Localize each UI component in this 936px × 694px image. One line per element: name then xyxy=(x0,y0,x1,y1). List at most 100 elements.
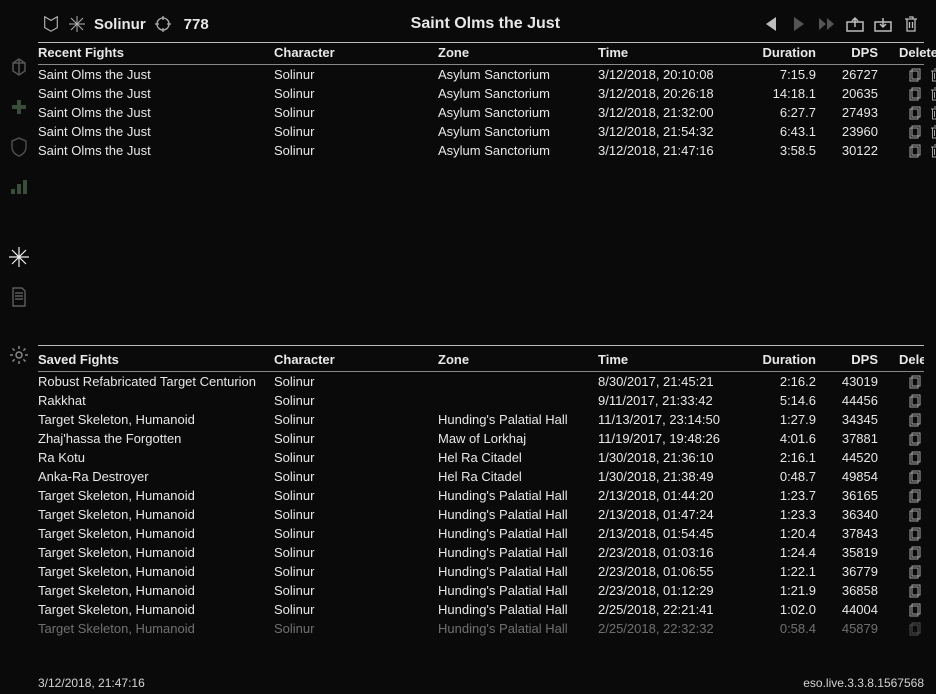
cell-time: 1/30/2018, 21:38:49 xyxy=(598,469,758,484)
note-icon[interactable] xyxy=(8,286,30,308)
table-row[interactable]: Target Skeleton, Humanoid Solinur Hundin… xyxy=(38,410,924,429)
copy-icon[interactable] xyxy=(908,394,922,408)
table-row[interactable]: Zhaj'hassa the Forgotten Solinur Maw of … xyxy=(38,429,924,448)
delete-icon[interactable] xyxy=(928,68,936,82)
copy-icon[interactable] xyxy=(908,508,922,522)
footer: 3/12/2018, 21:47:16 eso.live.3.3.8.15675… xyxy=(38,676,924,690)
table-row[interactable]: Target Skeleton, Humanoid Solinur Hundin… xyxy=(38,486,924,505)
table-row[interactable]: Saint Olms the Just Solinur Asylum Sanct… xyxy=(38,103,924,122)
prev-icon[interactable] xyxy=(762,15,780,33)
cell-name: Target Skeleton, Humanoid xyxy=(38,621,274,636)
copy-icon[interactable] xyxy=(908,144,922,158)
download-icon[interactable] xyxy=(874,15,892,33)
cell-dps: 43019 xyxy=(824,374,886,389)
next-icon[interactable] xyxy=(790,15,808,33)
copy-icon[interactable] xyxy=(908,125,922,139)
saved-panel: Saved Fights Character Zone Time Duratio… xyxy=(38,350,924,640)
cell-time: 9/11/2017, 21:33:42 xyxy=(598,393,758,408)
table-row[interactable]: Target Skeleton, Humanoid Solinur Hundin… xyxy=(38,543,924,562)
cell-dps: 44004 xyxy=(824,602,886,617)
trash-icon[interactable] xyxy=(902,15,920,33)
tab-icon-1[interactable] xyxy=(8,56,30,78)
table-row[interactable]: Target Skeleton, Humanoid Solinur Hundin… xyxy=(38,505,924,524)
copy-icon[interactable] xyxy=(908,87,922,101)
cell-time: 2/13/2018, 01:54:45 xyxy=(598,526,758,541)
copy-icon[interactable] xyxy=(908,565,922,579)
table-row[interactable]: Rakkhat Solinur 9/11/2017, 21:33:42 5:14… xyxy=(38,391,924,410)
cell-zone: Asylum Sanctorium xyxy=(438,105,598,120)
cell-duration: 6:43.1 xyxy=(758,124,824,139)
table-row[interactable]: Target Skeleton, Humanoid Solinur Hundin… xyxy=(38,562,924,581)
table-row[interactable]: Anka-Ra Destroyer Solinur Hel Ra Citadel… xyxy=(38,467,924,486)
cell-duration: 3:58.5 xyxy=(758,143,824,158)
cell-dps: 44456 xyxy=(824,393,886,408)
delete-icon[interactable] xyxy=(928,87,936,101)
cell-time: 1/30/2018, 21:36:10 xyxy=(598,450,758,465)
sidebar xyxy=(4,56,34,366)
upload-icon[interactable] xyxy=(846,15,864,33)
cell-duration: 2:16.2 xyxy=(758,374,824,389)
table-row[interactable]: Target Skeleton, Humanoid Solinur Hundin… xyxy=(38,524,924,543)
gear-icon[interactable] xyxy=(8,344,30,366)
cell-zone: Hunding's Palatial Hall xyxy=(438,526,598,541)
table-row[interactable]: Ra Kotu Solinur Hel Ra Citadel 1/30/2018… xyxy=(38,448,924,467)
saved-header: Saved Fights Character Zone Time Duratio… xyxy=(38,350,924,372)
copy-icon[interactable] xyxy=(908,375,922,389)
cell-character: Solinur xyxy=(274,488,438,503)
cell-duration: 1:27.9 xyxy=(758,412,824,427)
delete-icon[interactable] xyxy=(928,144,936,158)
table-row[interactable]: Robust Refabricated Target Centurion Sol… xyxy=(38,372,924,391)
spark-icon[interactable] xyxy=(8,246,30,268)
cell-character: Solinur xyxy=(274,621,438,636)
cell-time: 2/13/2018, 01:47:24 xyxy=(598,507,758,522)
table-row[interactable]: Target Skeleton, Humanoid Solinur Hundin… xyxy=(38,619,924,638)
cell-character: Solinur xyxy=(274,412,438,427)
ff-icon[interactable] xyxy=(818,15,836,33)
cell-zone: Hel Ra Citadel xyxy=(438,450,598,465)
cell-zone: Asylum Sanctorium xyxy=(438,124,598,139)
cell-character: Solinur xyxy=(274,124,438,139)
copy-icon[interactable] xyxy=(908,432,922,446)
delete-icon[interactable] xyxy=(928,106,936,120)
table-row[interactable]: Saint Olms the Just Solinur Asylum Sanct… xyxy=(38,84,924,103)
copy-icon[interactable] xyxy=(908,451,922,465)
cell-character: Solinur xyxy=(274,469,438,484)
delete-icon[interactable] xyxy=(928,125,936,139)
cell-name: Target Skeleton, Humanoid xyxy=(38,583,274,598)
cell-time: 3/12/2018, 20:26:18 xyxy=(598,86,758,101)
copy-icon[interactable] xyxy=(908,489,922,503)
cell-name: Rakkhat xyxy=(38,393,274,408)
cell-time: 2/25/2018, 22:21:41 xyxy=(598,602,758,617)
table-row[interactable]: Saint Olms the Just Solinur Asylum Sanct… xyxy=(38,122,924,141)
cell-zone: Hunding's Palatial Hall xyxy=(438,488,598,503)
cell-name: Target Skeleton, Humanoid xyxy=(38,507,274,522)
cell-duration: 5:14.6 xyxy=(758,393,824,408)
cell-dps: 49854 xyxy=(824,469,886,484)
bars-icon[interactable] xyxy=(8,176,30,198)
plus-icon[interactable] xyxy=(8,96,30,118)
cell-dps: 23960 xyxy=(824,124,886,139)
cell-character: Solinur xyxy=(274,393,438,408)
copy-icon[interactable] xyxy=(908,527,922,541)
copy-icon[interactable] xyxy=(908,584,922,598)
copy-icon[interactable] xyxy=(908,470,922,484)
table-row[interactable]: Target Skeleton, Humanoid Solinur Hundin… xyxy=(38,638,924,640)
table-row[interactable]: Target Skeleton, Humanoid Solinur Hundin… xyxy=(38,600,924,619)
cell-dps: 30122 xyxy=(824,143,886,158)
copy-icon[interactable] xyxy=(908,68,922,82)
cell-dps: 37881 xyxy=(824,431,886,446)
table-row[interactable]: Saint Olms the Just Solinur Asylum Sanct… xyxy=(38,141,924,160)
col-time: Time xyxy=(598,352,758,367)
table-row[interactable]: Target Skeleton, Humanoid Solinur Hundin… xyxy=(38,581,924,600)
copy-icon[interactable] xyxy=(908,622,922,636)
copy-icon[interactable] xyxy=(908,546,922,560)
col-name: Recent Fights xyxy=(38,45,274,60)
shield-icon[interactable] xyxy=(8,136,30,158)
copy-icon[interactable] xyxy=(908,106,922,120)
cell-zone: Hel Ra Citadel xyxy=(438,469,598,484)
cell-name: Saint Olms the Just xyxy=(38,105,274,120)
copy-icon[interactable] xyxy=(908,603,922,617)
table-row[interactable]: Saint Olms the Just Solinur Asylum Sanct… xyxy=(38,65,924,84)
cell-dps: 37843 xyxy=(824,526,886,541)
copy-icon[interactable] xyxy=(908,413,922,427)
